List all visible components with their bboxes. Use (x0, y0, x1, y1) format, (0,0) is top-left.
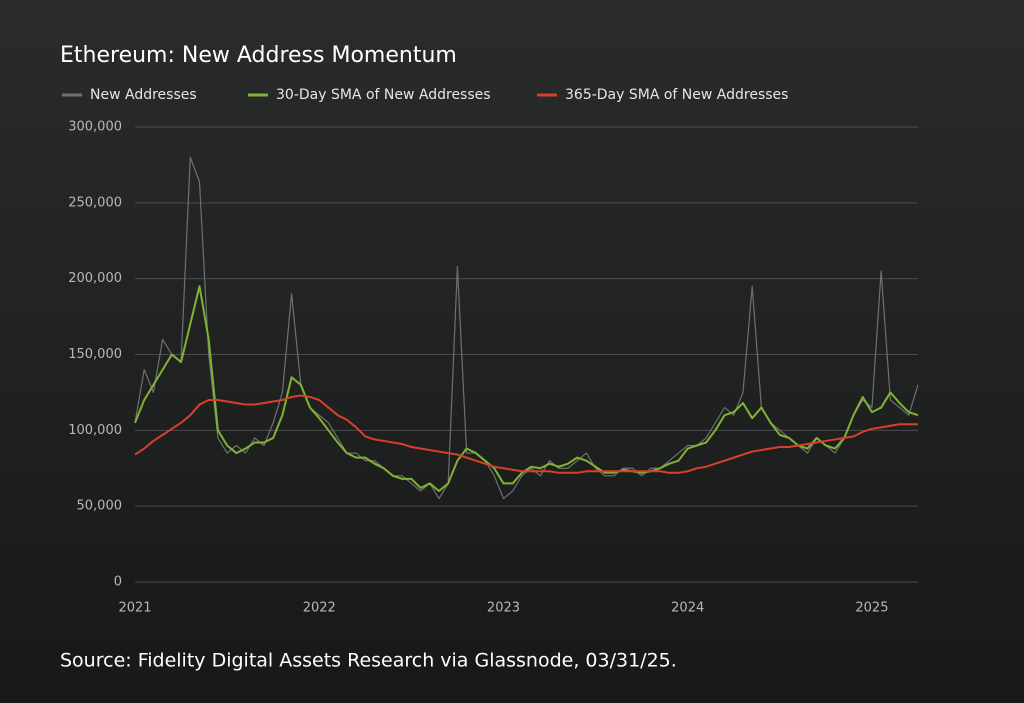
y-tick-label: 300,000 (68, 120, 122, 135)
y-tick-label: 50,000 (77, 499, 123, 514)
y-tick-label: 250,000 (68, 195, 122, 210)
x-tick-label: 2023 (487, 601, 520, 616)
legend-label: 30-Day SMA of New Addresses (276, 87, 491, 103)
chart-title: Ethereum: New Address Momentum (60, 43, 457, 68)
y-tick-label: 150,000 (68, 347, 122, 362)
x-tick-label: 2024 (671, 601, 704, 616)
source-note: Source: Fidelity Digital Assets Research… (60, 650, 677, 672)
x-tick-label: 2022 (303, 601, 336, 616)
series-line (134, 285, 919, 492)
y-tick-label: 200,000 (68, 271, 122, 286)
legend-label: 365-Day SMA of New Addresses (565, 87, 788, 103)
y-tick-label: 0 (114, 575, 122, 590)
x-tick-label: 2021 (118, 601, 151, 616)
x-tick-label: 2025 (855, 601, 888, 616)
legend-label: New Addresses (90, 87, 197, 103)
series-line (134, 394, 918, 474)
y-tick-label: 100,000 (68, 423, 122, 438)
